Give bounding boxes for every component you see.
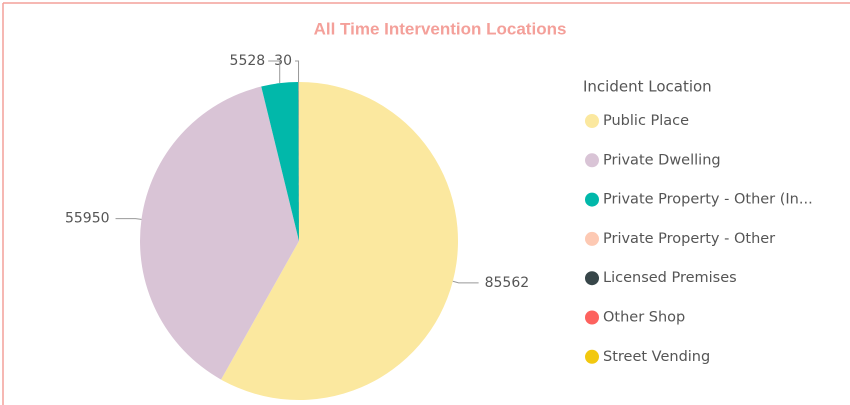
data-label: 85562 (485, 275, 530, 291)
pie-slice (140, 86, 299, 380)
leader-line (452, 280, 479, 284)
leader-line (268, 60, 281, 84)
legend-marker (585, 231, 599, 246)
legend-marker (585, 271, 599, 286)
legend-label: Private Dwelling (603, 152, 721, 168)
legend-marker (585, 114, 599, 128)
legend-marker (585, 153, 599, 168)
data-label: 5528 (230, 53, 266, 69)
pie-slice (221, 82, 459, 401)
pie-slice (261, 82, 299, 242)
leader-line (115, 218, 142, 220)
legend-label: Private Property - Other (In... (603, 192, 813, 208)
legend-label: Private Property - Other (603, 231, 775, 247)
legend-marker (585, 349, 599, 364)
legend-label: Public Place (603, 113, 689, 129)
data-label: 30 (274, 53, 292, 69)
pie-slice (298, 82, 299, 242)
chart-title: All Time Intervention Locations (314, 19, 567, 38)
data-label: 55950 (65, 211, 110, 227)
legend-label: Street Vending (603, 349, 710, 365)
leader-line (295, 60, 300, 83)
legend-label: Licensed Premises (603, 270, 737, 286)
legend-label: Other Shop (603, 310, 685, 326)
legend-marker (585, 310, 599, 325)
legend-marker (585, 192, 599, 207)
legend-title: Incident Location (583, 78, 712, 96)
